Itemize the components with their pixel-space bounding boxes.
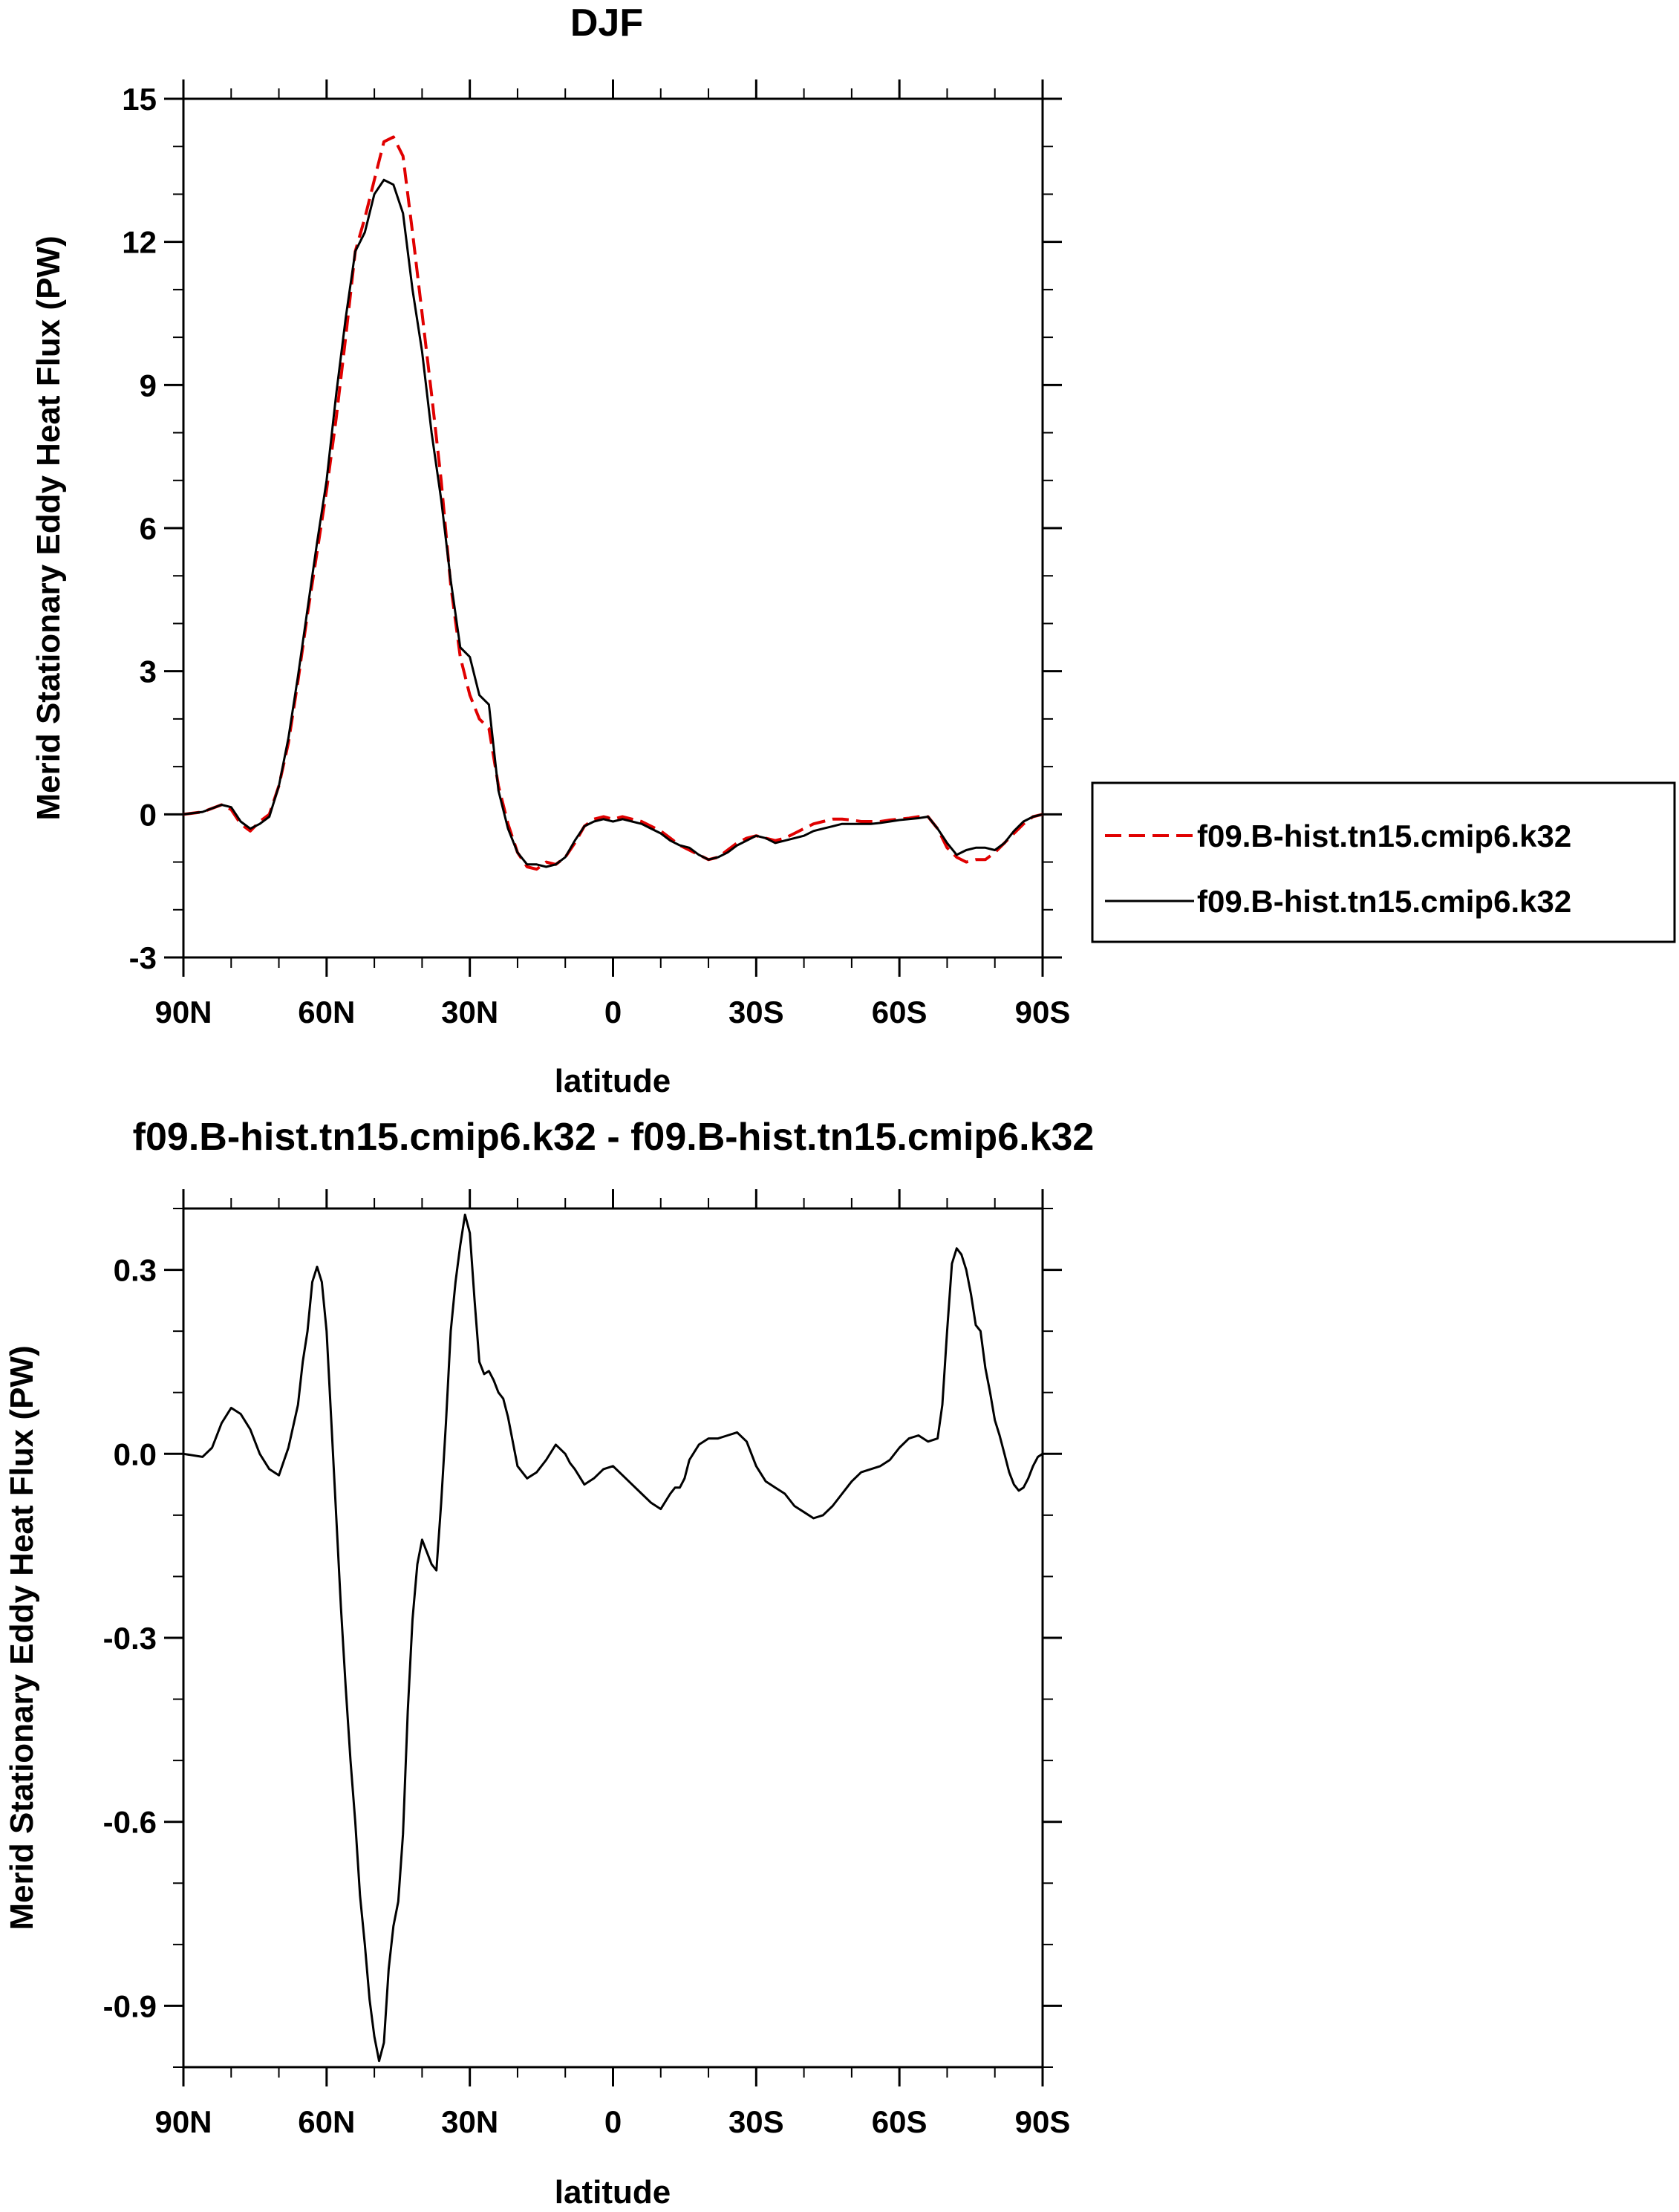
top-xtick-label: 0 — [604, 995, 622, 1029]
bottom-y-axis-label: Merid Stationary Eddy Heat Flux (PW) — [4, 1345, 40, 1930]
bottom-chart-title: f09.B-hist.tn15.cmip6.k32 - f09.B-hist.t… — [133, 1116, 1095, 1159]
bottom-ytick-label: -0.3 — [103, 1621, 157, 1656]
bottom-ytick-label: 0.0 — [114, 1437, 157, 1471]
top-x-axis-label: latitude — [555, 1063, 671, 1099]
top-series-line-0 — [183, 135, 1043, 871]
top-ytick-label: 12 — [122, 225, 157, 260]
top-ytick-label: 0 — [140, 797, 157, 832]
bottom-xtick-label: 90N — [154, 2104, 212, 2139]
top-y-tick-labels: -3 0 3 6 9 12 15 — [122, 82, 157, 975]
bottom-xtick-label: 60N — [298, 2104, 355, 2139]
top-panel: DJF -3 0 3 6 9 12 15 90N 60N 30N 0 30S 60S 90S latit… — [30, 1, 1676, 1099]
top-ytick-label: 9 — [140, 368, 157, 403]
top-xtick-label: 30N — [441, 995, 498, 1029]
bottom-x-tick-labels: 90N 60N 30N 0 30S 60S 90S — [154, 2104, 1070, 2139]
bottom-xtick-label: 30N — [441, 2104, 498, 2139]
top-xtick-label: 60S — [872, 995, 927, 1029]
top-x-tick-labels: 90N 60N 30N 0 30S 60S 90S — [154, 995, 1070, 1029]
legend-entry-1: f09.B-hist.tn15.cmip6.k32 — [1197, 884, 1571, 919]
top-ytick-label: 6 — [140, 511, 157, 546]
bottom-y-tick-labels: -0.9 -0.6 -0.3 0.0 0.3 — [103, 1253, 157, 2024]
top-y-axis-label: Merid Stationary Eddy Heat Flux (PW) — [30, 235, 67, 820]
top-plot-frame — [182, 97, 1044, 959]
bottom-ytick-label: 0.3 — [114, 1253, 157, 1288]
bottom-xtick-label: 30S — [728, 2104, 784, 2139]
bottom-ytick-label: -0.6 — [103, 1805, 157, 1840]
bottom-ytick-label: -0.9 — [103, 1988, 157, 2023]
top-chart-title: DJF — [570, 1, 643, 45]
legend: f09.B-hist.tn15.cmip6.k32 f09.B-hist.tn1… — [1091, 781, 1676, 943]
top-ytick-label: -3 — [129, 940, 157, 975]
top-xtick-label: 30S — [728, 995, 784, 1029]
bottom-series-group — [183, 1213, 1043, 2063]
bottom-x-axis-label: latitude — [555, 2174, 671, 2211]
legend-entry-0: f09.B-hist.tn15.cmip6.k32 — [1197, 819, 1571, 853]
legend-box — [1091, 781, 1676, 943]
top-xtick-label: 90S — [1015, 995, 1071, 1029]
bottom-series-line-0 — [183, 1213, 1043, 2063]
bottom-panel: f09.B-hist.tn15.cmip6.k32 - f09.B-hist.t… — [4, 1116, 1094, 2211]
bottom-axis-ticks — [164, 1189, 1062, 2086]
bottom-xtick-label: 90S — [1015, 2104, 1071, 2139]
top-series-line-1 — [183, 178, 1043, 868]
top-series-group — [183, 135, 1043, 871]
top-ytick-label: 15 — [122, 82, 157, 117]
top-ytick-label: 3 — [140, 654, 157, 689]
top-xtick-label: 60N — [298, 995, 355, 1029]
top-xtick-label: 90N — [154, 995, 212, 1029]
bottom-xtick-label: 60S — [872, 2104, 927, 2139]
bottom-plot-frame — [182, 1207, 1044, 2069]
bottom-xtick-label: 0 — [604, 2104, 622, 2139]
top-axis-ticks — [164, 79, 1062, 977]
